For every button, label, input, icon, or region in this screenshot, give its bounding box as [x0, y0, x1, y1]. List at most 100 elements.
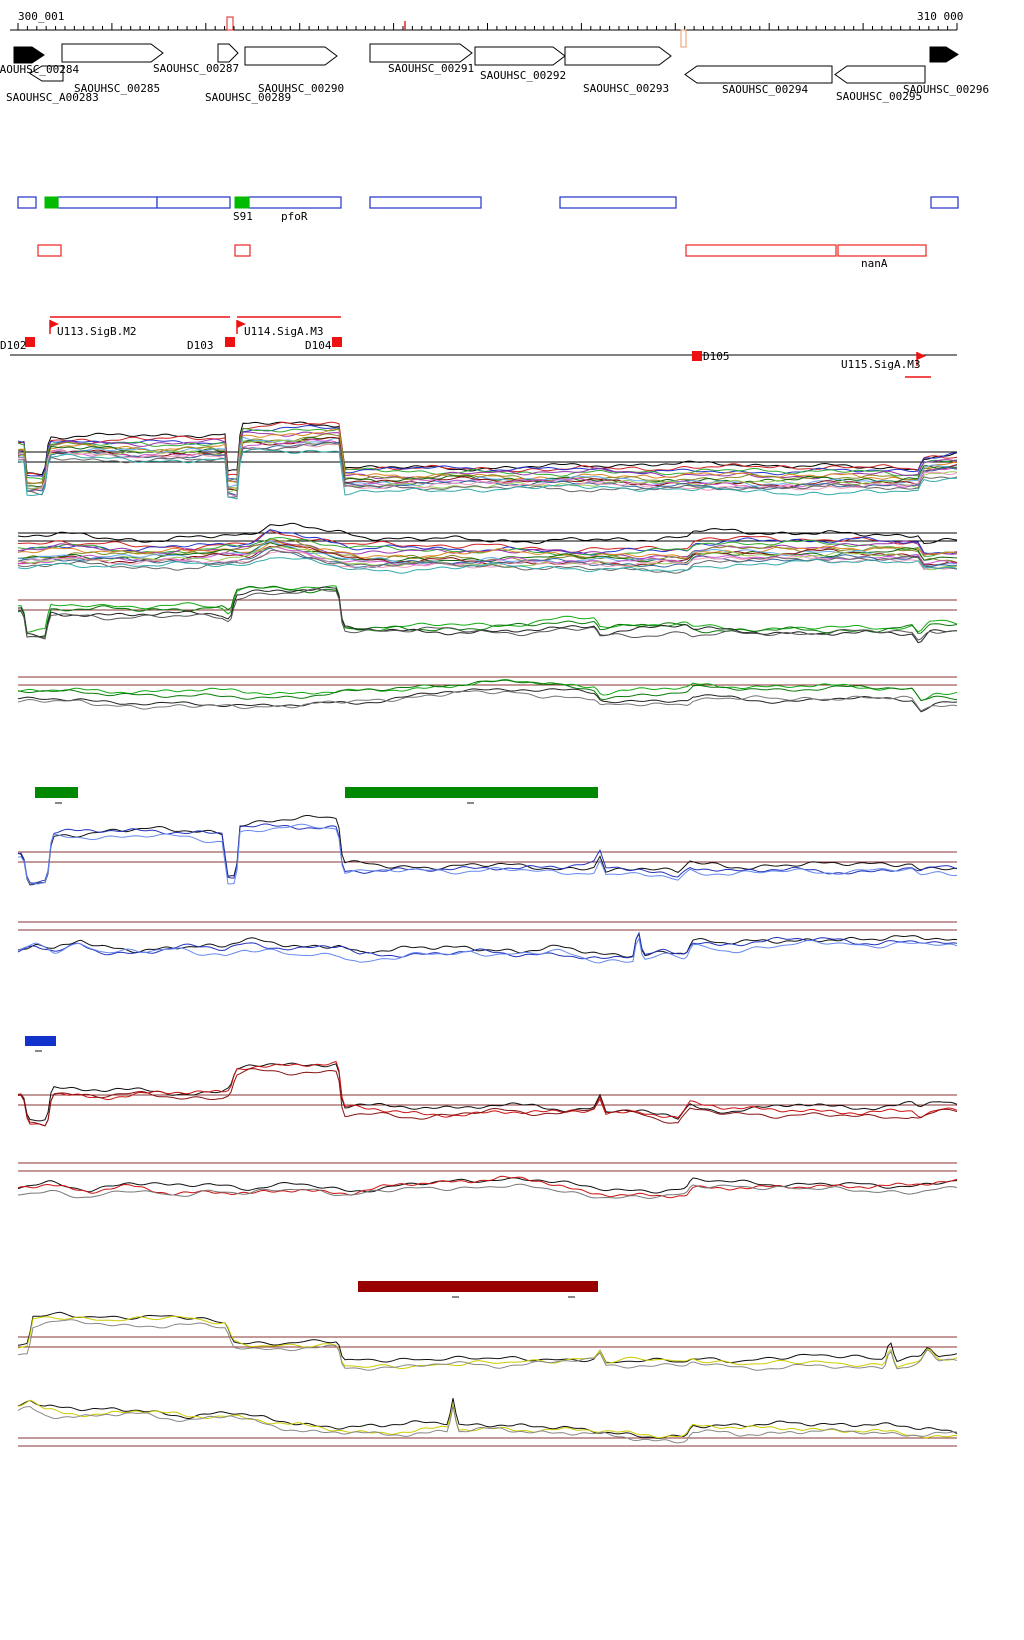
gene-arrow-SAOUHSC_00296[interactable] [929, 46, 959, 63]
u-marker-flag-U115.SigA.M3[interactable] [917, 352, 926, 360]
segment-bar-darkred-dash [452, 1296, 459, 1298]
u-marker-flag-U114.SigA.M3[interactable] [237, 320, 246, 328]
gene-label-saouhsc-00296: SAOUHSC_00296 [903, 83, 990, 96]
expr-blue-fwd-line-1 [17, 823, 958, 884]
expr-yellow-rev-line-0 [17, 1398, 958, 1439]
marker-label-u115: U115.SigA.M3 [841, 358, 921, 371]
segment-bar-blue [25, 1036, 56, 1046]
transcript-box-blue[interactable] [559, 196, 677, 209]
expr-all-rev-line-5 [17, 541, 958, 560]
segment-bar-darkred-dash [568, 1296, 575, 1298]
expr-all-rev-line-15 [17, 557, 958, 574]
expr-all-rev-line-2 [17, 529, 958, 556]
transcript-box-blue[interactable] [248, 196, 342, 209]
expr-green-fwd-line-2 [17, 586, 958, 644]
marker-label-u114: U114.SigA.M3 [244, 325, 324, 338]
gene-arrow-SAOUHSC_00293[interactable] [564, 46, 672, 66]
gene-arrow-SAOUHSC_00292[interactable] [474, 46, 566, 66]
u-marker-flag-U113.SigB.M2[interactable] [50, 320, 59, 328]
marker-label-u113: U113.SigB.M2 [57, 325, 137, 338]
gene-label-saouhsc-00290: SAOUHSC_00290 [258, 82, 345, 95]
expr-red-fwd-line-1 [17, 1060, 958, 1127]
transcript-box-blue[interactable] [369, 196, 482, 209]
transcript-box-blue[interactable] [930, 196, 959, 209]
gene-arrow-SAOUHSC_00285[interactable] [29, 65, 64, 82]
expr-green-fwd-line-3 [17, 588, 958, 641]
gene-arrow-SAOUHSC_00287[interactable] [61, 43, 164, 63]
marker-label-d105: D105 [703, 350, 730, 363]
gene-label-saouhsc-00285: SAOUHSC_00285 [74, 82, 161, 95]
expr-blue-rev-line-0 [17, 932, 958, 958]
expr-all-fwd-line-6 [18, 433, 958, 489]
expr-all-rev-line-13 [18, 550, 958, 571]
expr-all-fwd-line-10 [17, 439, 958, 497]
marker-label-d102: D102 [0, 339, 27, 352]
gene-arrow-SAOUHSC_00291[interactable] [369, 43, 473, 63]
gene-label-saouhsc-00292: SAOUHSC_00292 [480, 69, 567, 82]
gene-label-saouhsc-00287: SAOUHSC_00287 [153, 62, 240, 75]
expr-blue-rev-line-1 [17, 931, 958, 960]
transcript-label-nana: nanA [861, 257, 888, 270]
ruler-mark-orange [680, 29, 687, 48]
expr-yellow-rev-line-2 [17, 1405, 958, 1444]
gene-arrow-SAOUHSC_00284[interactable] [13, 46, 45, 64]
ruler-mark-red [226, 16, 234, 31]
expr-blue-rev-line-2 [17, 937, 958, 964]
expr-all-fwd-line-3 [17, 428, 958, 482]
expr-all-fwd-line-13 [18, 443, 958, 498]
d-marker-D104[interactable] [332, 337, 342, 347]
expr-all-rev-line-1 [17, 530, 958, 556]
segment-bar-green-2-dash [467, 802, 474, 804]
expr-yellow-rev-line-1 [17, 1399, 958, 1439]
expr-all-rev-line-14 [17, 549, 958, 574]
transcript-label-pfor: pfoR [281, 210, 308, 223]
gene-label-saouhsc-00284: SAOUHSC_00284 [0, 63, 80, 76]
gene-arrow-SAOUHSC_00295[interactable] [834, 65, 926, 84]
transcript-box-blue[interactable] [156, 196, 231, 209]
transcript-box-red[interactable] [837, 244, 927, 257]
ruler-start-label: 300_001 [18, 10, 65, 23]
gene-label-saouhsc-00294: SAOUHSC_00294 [722, 83, 809, 96]
expr-all-fwd-line-0 [17, 421, 958, 476]
transcript-box-red[interactable] [685, 244, 837, 257]
transcript-box-red[interactable] [234, 244, 251, 257]
segment-bar-green-1 [35, 787, 78, 798]
transcript-start-box-green[interactable] [44, 196, 59, 209]
expr-all-fwd-line-15 [17, 448, 958, 500]
expr-yellow-fwd-line-2 [17, 1319, 958, 1371]
gene-arrow-SAOUHSC_00289[interactable] [217, 43, 239, 63]
expr-green-rev-line-3 [17, 690, 958, 712]
expr-all-rev-line-10 [17, 546, 958, 566]
transcript-box-red[interactable] [37, 244, 62, 257]
gene-arrow-SAOUHSC_00294[interactable] [684, 65, 833, 84]
expr-green-rev-line-2 [17, 688, 958, 713]
expr-green-fwd-line-1 [17, 585, 958, 638]
transcript-box-blue[interactable] [17, 196, 37, 209]
expr-all-fwd-line-4 [17, 431, 958, 485]
expr-red-rev-line-2 [17, 1183, 958, 1199]
segment-bar-green-2 [345, 787, 598, 798]
expr-yellow-fwd-line-1 [17, 1315, 958, 1370]
gene-arrow-SAOUHSC_00290[interactable] [244, 46, 338, 66]
d-marker-D103[interactable] [225, 337, 235, 347]
transcript-label-s91: S91 [233, 210, 253, 223]
expr-red-fwd-line-0 [17, 1062, 958, 1122]
d-marker-D102[interactable] [25, 337, 35, 347]
transcript-start-box-green[interactable] [234, 196, 250, 209]
d-marker-D105[interactable] [692, 351, 702, 361]
segment-bar-green-1-dash [55, 802, 62, 804]
gene-label-saouhsc-00295: SAOUHSC_00295 [836, 90, 923, 103]
gene-label-saouhsc-00291: SAOUHSC_00291 [388, 62, 475, 75]
gene-label-saouhsc-00289: SAOUHSC_00289 [205, 91, 292, 104]
transcript-box-blue[interactable] [57, 196, 158, 209]
gene-label-saouhsc-a00283: SAOUHSC_A00283 [6, 91, 99, 104]
gene-label-saouhsc-00293: SAOUHSC_00293 [583, 82, 670, 95]
expr-all-rev-line-0 [17, 522, 958, 545]
marker-label-d103: D103 [187, 339, 214, 352]
segment-bar-darkred [358, 1281, 598, 1292]
marker-label-d104: D104 [305, 339, 332, 352]
expr-blue-fwd-line-2 [17, 823, 958, 885]
expr-green-fwd-line-0 [17, 585, 958, 633]
